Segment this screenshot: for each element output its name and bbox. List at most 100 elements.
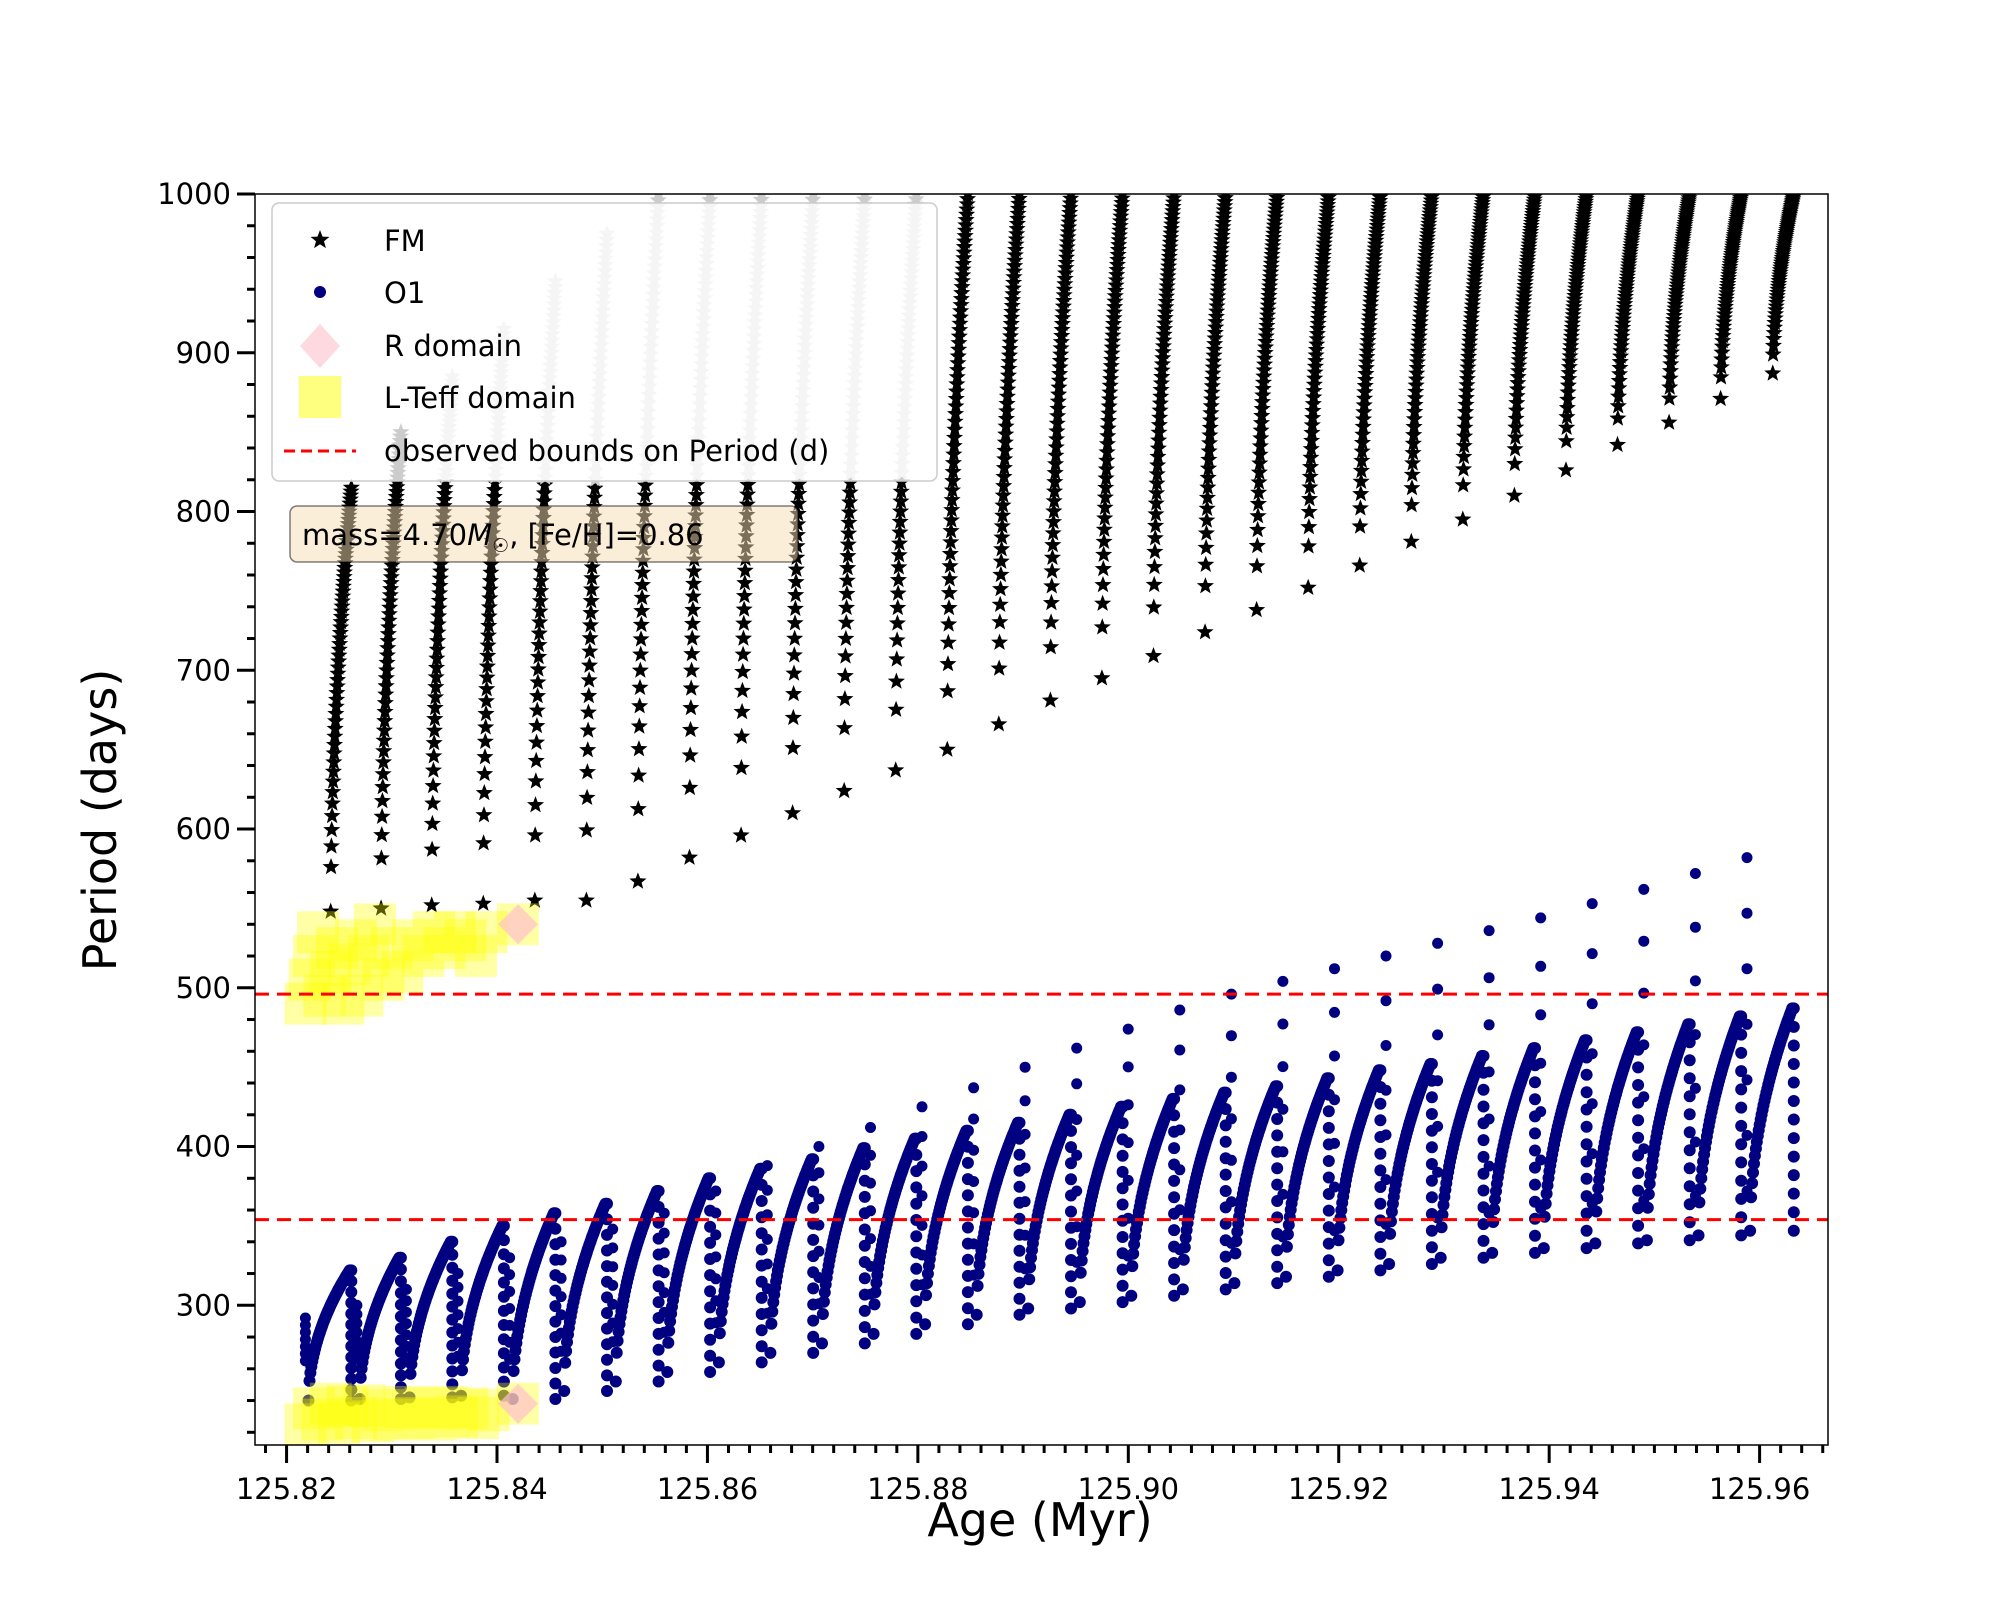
fm-point [1054,303,1072,320]
o1-point [452,1323,464,1335]
fm-point [579,703,597,720]
o1-point [549,1300,562,1313]
fm-point [1220,194,1231,202]
o1-point [1535,1154,1547,1166]
o1-point [652,1375,665,1388]
fm-point [580,656,598,673]
fm-point [1355,403,1373,420]
o1-point [1580,1224,1593,1237]
fm-point [1299,578,1317,595]
fm-point [530,647,548,665]
o1-point [1013,1148,1026,1161]
o1-point [555,1254,567,1266]
o1-point [507,1365,520,1377]
o1-point [1013,1244,1026,1257]
fm-point [327,712,345,729]
fm-point [481,589,499,606]
fm-point [1308,324,1326,342]
fm-point [1201,418,1219,435]
fm-point [1054,309,1072,326]
o1-point [910,1262,923,1275]
fm-point [476,748,494,765]
fm-point [1158,282,1176,299]
fm-point [1156,314,1174,331]
o1-point [1735,1138,1748,1151]
fm-point [1259,306,1277,323]
fm-point [1508,380,1527,397]
fm-point [889,598,907,616]
fm-point [943,481,961,498]
o1-point [1735,1065,1748,1078]
o1-point [1383,1258,1396,1270]
o1-point [1638,1091,1650,1103]
o1-point [400,1340,412,1352]
o1-point [1683,1162,1696,1175]
fm-point [527,751,545,769]
fm-point [1046,482,1064,499]
lteff-domain-point [465,911,508,954]
fm-point [1611,353,1629,370]
o1-point [661,1366,674,1378]
fm-point [1201,434,1219,451]
fm-point [1098,443,1116,460]
fm-point [1050,371,1068,388]
o1-point [607,1317,619,1329]
fm-point [1050,378,1068,395]
fm-point [840,503,858,520]
o1-point [1529,1144,1541,1157]
fm-point [1158,287,1176,304]
fm-point [1308,335,1326,352]
o1-point [1374,1097,1387,1110]
fm-point [732,758,750,776]
o1-point [1735,1083,1748,1096]
fm-point [1713,337,1731,354]
o1-point [968,1238,980,1250]
o1-point [549,1377,562,1390]
o1-point [452,1336,464,1348]
fm-point [1098,451,1116,468]
o1-point [1787,1113,1800,1126]
fm-point [1044,524,1062,541]
fm-point [1355,396,1373,413]
fm-point [1351,517,1369,534]
fm-point [1107,271,1125,288]
fm-point [839,559,857,576]
fm-point [1059,228,1077,245]
fm-point [1104,332,1122,349]
o1-point [1013,1180,1026,1193]
lteff-domain-point [303,974,346,1017]
o1-point [868,1298,881,1311]
o1-point [1331,1264,1344,1277]
o1-point [813,1272,825,1283]
fm-point [477,718,495,735]
o1-point [1219,1185,1232,1197]
fm-point [332,607,350,625]
o1-point [961,1221,974,1234]
fm-point [333,597,351,614]
o1-point [1225,1237,1237,1249]
fm-point [1109,245,1127,263]
fm-point [887,672,905,689]
fm-point [892,492,910,509]
o1-point [1643,1177,1656,1190]
o1-point [916,1101,928,1113]
o1-point [910,1327,923,1340]
o1-point [345,1275,358,1288]
o1-point [858,1158,871,1171]
fm-point [1351,499,1369,516]
fm-point [1460,342,1478,359]
o1-point [1483,1019,1495,1031]
fm-cycle [1712,194,1750,407]
fm-point [424,777,442,794]
fm-point [436,485,454,502]
o1-point [652,1185,665,1197]
fm-point [839,535,857,552]
o1-point [1329,1006,1340,1018]
fm-point [328,690,346,707]
fm-point [1454,510,1472,527]
o1-point [400,1318,412,1330]
o1-cycle [400,1235,459,1404]
o1-cycle [1174,1004,1232,1296]
fm-point [324,783,342,800]
fm-point [1051,358,1069,375]
